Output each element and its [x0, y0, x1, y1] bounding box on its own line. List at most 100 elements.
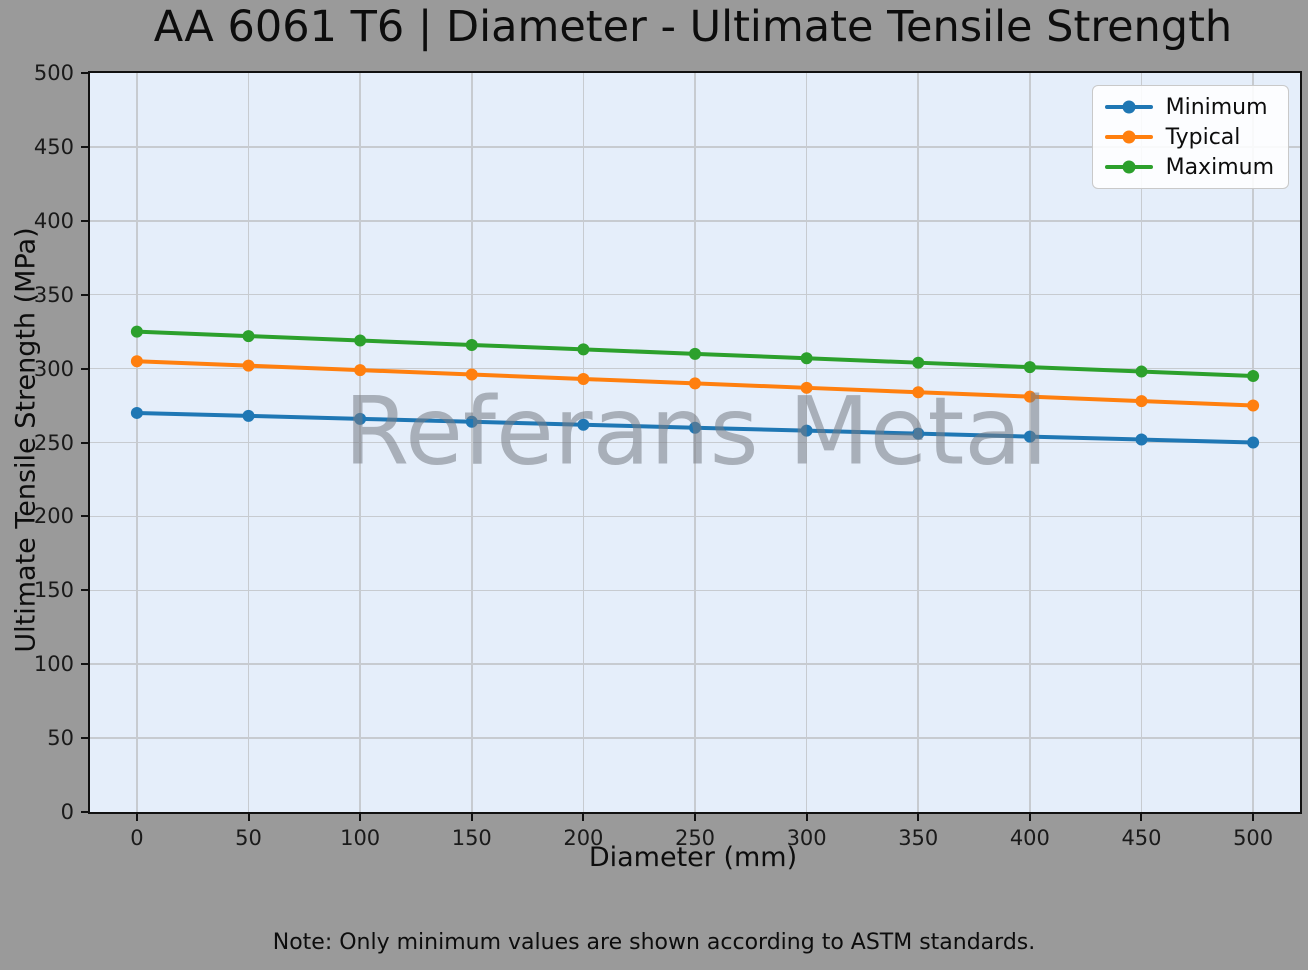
- x-tick-mark: [247, 814, 250, 821]
- data-point-maximum: [912, 356, 925, 369]
- x-tick-mark: [1252, 814, 1255, 821]
- gridline-horizontal: [90, 146, 1300, 148]
- x-tick-label: 500: [1233, 826, 1274, 850]
- data-point-maximum: [1023, 361, 1036, 374]
- gridline-horizontal: [90, 737, 1300, 739]
- x-tick-label: 0: [130, 826, 144, 850]
- x-tick-mark: [694, 814, 696, 821]
- data-point-minimum: [577, 418, 590, 431]
- y-tick-label: 300: [33, 356, 74, 381]
- y-tick-label: 450: [33, 134, 74, 159]
- legend-label: Minimum: [1165, 94, 1268, 120]
- data-point-minimum: [130, 406, 143, 419]
- chart-title: AA 6061 T6 | Diameter - Ultimate Tensile…: [153, 2, 1233, 52]
- y-tick-mark: [81, 72, 88, 74]
- data-point-maximum: [130, 325, 143, 338]
- y-axis-label: Ultimate Tensile Strength (MPa): [10, 227, 42, 653]
- x-tick-mark: [805, 814, 808, 821]
- legend-label: Typical: [1165, 124, 1241, 150]
- y-tick-mark: [81, 515, 88, 518]
- data-point-typical: [242, 359, 255, 372]
- legend-label: Maximum: [1165, 154, 1274, 180]
- data-point-typical: [689, 377, 701, 390]
- data-point-maximum: [1135, 365, 1148, 378]
- data-point-typical: [577, 372, 590, 385]
- y-tick-mark: [81, 589, 88, 592]
- gridline-horizontal: [90, 441, 1300, 444]
- data-point-minimum: [1247, 436, 1260, 449]
- y-tick-label: 350: [33, 282, 74, 307]
- x-tick-mark: [1028, 814, 1031, 821]
- x-tick-label: 350: [898, 826, 939, 850]
- y-tick-label: 50: [47, 726, 74, 751]
- y-tick-label: 250: [33, 430, 74, 455]
- data-point-maximum: [242, 330, 255, 343]
- x-tick-label: 300: [786, 826, 827, 850]
- y-tick-mark: [81, 219, 88, 222]
- x-tick-label: 50: [235, 826, 262, 850]
- y-tick-label: 150: [33, 578, 74, 603]
- x-tick-label: 400: [1009, 826, 1050, 850]
- y-tick-label: 200: [33, 504, 74, 529]
- legend-item-maximum: Maximum: [1104, 154, 1274, 180]
- gridline-horizontal: [90, 293, 1300, 296]
- y-tick-label: 500: [33, 61, 74, 85]
- data-point-minimum: [800, 424, 813, 437]
- y-tick-label: 0: [60, 800, 74, 824]
- x-tick-mark: [917, 814, 920, 821]
- data-point-typical: [800, 381, 813, 394]
- data-point-typical: [354, 364, 367, 377]
- data-point-typical: [1247, 399, 1260, 412]
- data-point-maximum: [1247, 369, 1260, 382]
- y-tick-label: 100: [33, 652, 74, 677]
- data-point-maximum: [800, 352, 813, 365]
- legend-line-marker-icon: [1104, 105, 1153, 109]
- data-point-minimum: [1135, 433, 1148, 446]
- data-point-minimum: [689, 421, 701, 434]
- data-point-maximum: [354, 334, 367, 347]
- x-tick-label: 100: [340, 826, 381, 850]
- x-tick-label: 450: [1121, 826, 1162, 850]
- data-point-typical: [912, 386, 925, 399]
- x-axis-label: Diameter (mm): [588, 842, 798, 873]
- x-tick-label: 200: [563, 826, 604, 850]
- y-tick-mark: [81, 811, 88, 813]
- y-tick-mark: [81, 293, 88, 296]
- y-tick-mark: [81, 145, 88, 148]
- legend-line-marker-icon: [1104, 165, 1153, 169]
- gridline-horizontal: [90, 515, 1300, 518]
- data-point-minimum: [465, 415, 478, 428]
- data-series-lines: [130, 325, 1260, 449]
- gridline-horizontal: [90, 589, 1300, 592]
- y-tick-label: 400: [33, 208, 74, 233]
- data-point-minimum: [912, 427, 925, 440]
- data-point-typical: [465, 368, 478, 381]
- gridline-horizontal: [90, 220, 1300, 222]
- data-point-maximum: [689, 347, 701, 360]
- y-tick-mark: [81, 663, 88, 666]
- legend-line-marker-icon: [1104, 135, 1153, 139]
- x-tick-label: 150: [451, 826, 492, 850]
- legend: Minimum Typical Maximum: [1091, 85, 1289, 189]
- x-tick-mark: [1140, 814, 1143, 821]
- data-point-typical: [1135, 395, 1148, 408]
- y-tick-mark: [81, 737, 88, 740]
- y-tick-mark: [81, 367, 88, 370]
- legend-item-minimum: Minimum: [1104, 94, 1274, 120]
- data-point-minimum: [1023, 430, 1036, 443]
- x-tick-mark: [135, 814, 138, 821]
- data-point-maximum: [577, 343, 590, 356]
- gridline-horizontal: [90, 367, 1300, 370]
- gridline-horizontal: [90, 663, 1300, 665]
- legend-item-typical: Typical: [1104, 124, 1274, 150]
- data-point-maximum: [465, 338, 478, 351]
- chart-note: Note: Only minimum values are shown acco…: [272, 930, 1036, 955]
- x-tick-label: 250: [674, 826, 716, 850]
- data-point-minimum: [242, 409, 255, 422]
- y-tick-mark: [81, 441, 88, 444]
- plot-area: Referans Metal 0 50 100 150 200 250 300 350 400 4…: [34, 61, 1302, 850]
- data-point-typical: [1023, 390, 1036, 403]
- x-tick-mark: [359, 814, 362, 821]
- x-tick-mark: [470, 814, 473, 821]
